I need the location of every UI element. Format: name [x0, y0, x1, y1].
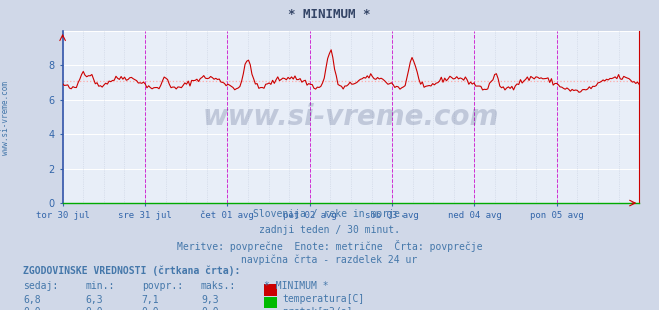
Text: 6,3: 6,3	[86, 294, 103, 304]
Text: temperatura[C]: temperatura[C]	[282, 294, 364, 304]
Text: min.:: min.:	[86, 281, 115, 290]
Text: 9,3: 9,3	[201, 294, 219, 304]
Text: navpična črta - razdelek 24 ur: navpična črta - razdelek 24 ur	[241, 255, 418, 265]
Text: 0,0: 0,0	[86, 307, 103, 310]
Text: 0,0: 0,0	[142, 307, 159, 310]
Text: zadnji teden / 30 minut.: zadnji teden / 30 minut.	[259, 225, 400, 235]
Text: 6,8: 6,8	[23, 294, 41, 304]
Text: 0,0: 0,0	[201, 307, 219, 310]
Text: Meritve: povprečne  Enote: metrične  Črta: povprečje: Meritve: povprečne Enote: metrične Črta:…	[177, 240, 482, 252]
Text: 0,0: 0,0	[23, 307, 41, 310]
Text: Slovenija / reke in morje.: Slovenija / reke in morje.	[253, 209, 406, 219]
Text: ZGODOVINSKE VREDNOSTI (črtkana črta):: ZGODOVINSKE VREDNOSTI (črtkana črta):	[23, 265, 241, 276]
Text: 7,1: 7,1	[142, 294, 159, 304]
Text: pretok[m3/s]: pretok[m3/s]	[282, 307, 353, 310]
Text: povpr.:: povpr.:	[142, 281, 183, 290]
Text: www.si-vreme.com: www.si-vreme.com	[1, 81, 10, 155]
Text: www.si-vreme.com: www.si-vreme.com	[203, 103, 499, 131]
Text: maks.:: maks.:	[201, 281, 236, 290]
Text: * MINIMUM *: * MINIMUM *	[288, 8, 371, 21]
Text: sedaj:: sedaj:	[23, 281, 58, 290]
Text: * MINIMUM *: * MINIMUM *	[264, 281, 328, 290]
